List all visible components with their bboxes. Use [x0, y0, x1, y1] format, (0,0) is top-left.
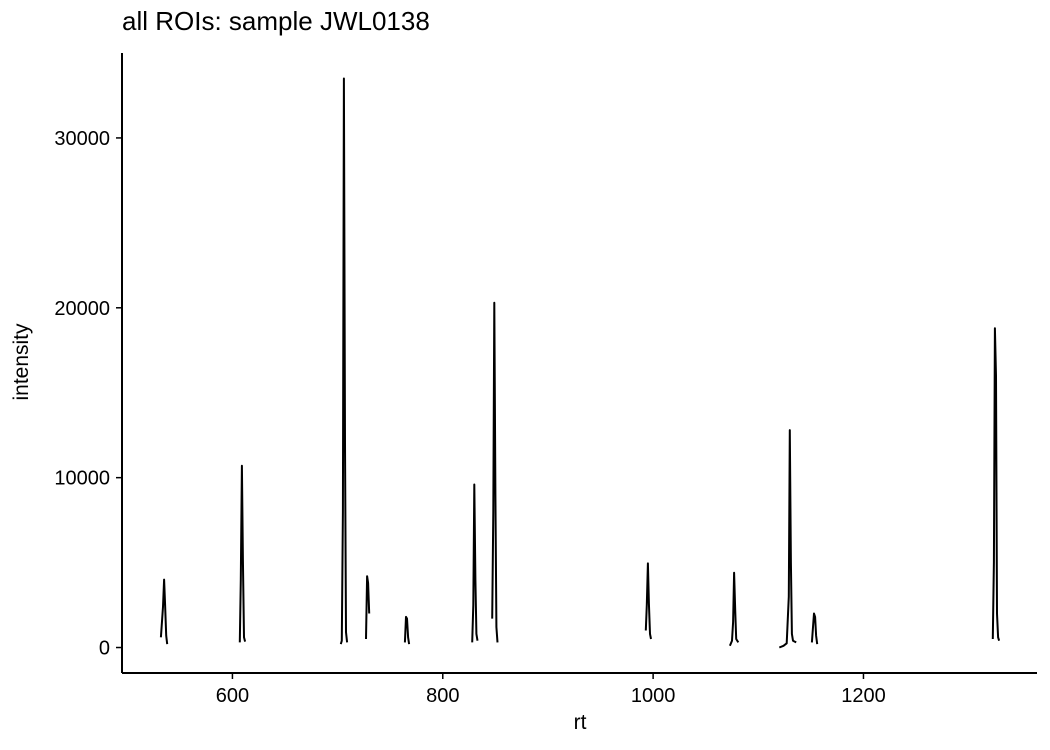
y-tick-label: 0 [99, 638, 110, 660]
roi-series-line-5 [403, 615, 411, 645]
y-tick-label: 20000 [54, 298, 110, 320]
y-tick-label: 30000 [54, 128, 110, 150]
roi-series-line-9 [728, 571, 740, 647]
x-tick-label: 1000 [631, 685, 676, 707]
roi-series-line-10 [778, 429, 797, 649]
x-axis-label: rt [573, 711, 587, 734]
roi-series-line-4 [365, 575, 371, 640]
chart-title: all ROIs: sample JWL0138 [122, 6, 430, 36]
roi-series-line-1 [159, 578, 169, 645]
x-tick-label: 1200 [841, 685, 886, 707]
roi-series-line-7 [491, 301, 499, 643]
roi-series-line-11 [810, 612, 819, 645]
x-tick-label: 800 [426, 685, 459, 707]
x-axis-ticks: 600 800 1000 1200 [216, 673, 886, 707]
roi-series-line-3 [339, 77, 349, 645]
roi-series-line-2 [238, 464, 247, 643]
roi-series-line-6 [471, 483, 479, 643]
y-axis-ticks: 0 10000 20000 30000 [54, 128, 122, 660]
x-tick-label: 600 [216, 685, 249, 707]
y-tick-label: 10000 [54, 468, 110, 490]
roi-series-line-8 [644, 562, 652, 640]
roi-series-line-12 [991, 327, 1001, 641]
roi-series-group [159, 77, 1001, 649]
